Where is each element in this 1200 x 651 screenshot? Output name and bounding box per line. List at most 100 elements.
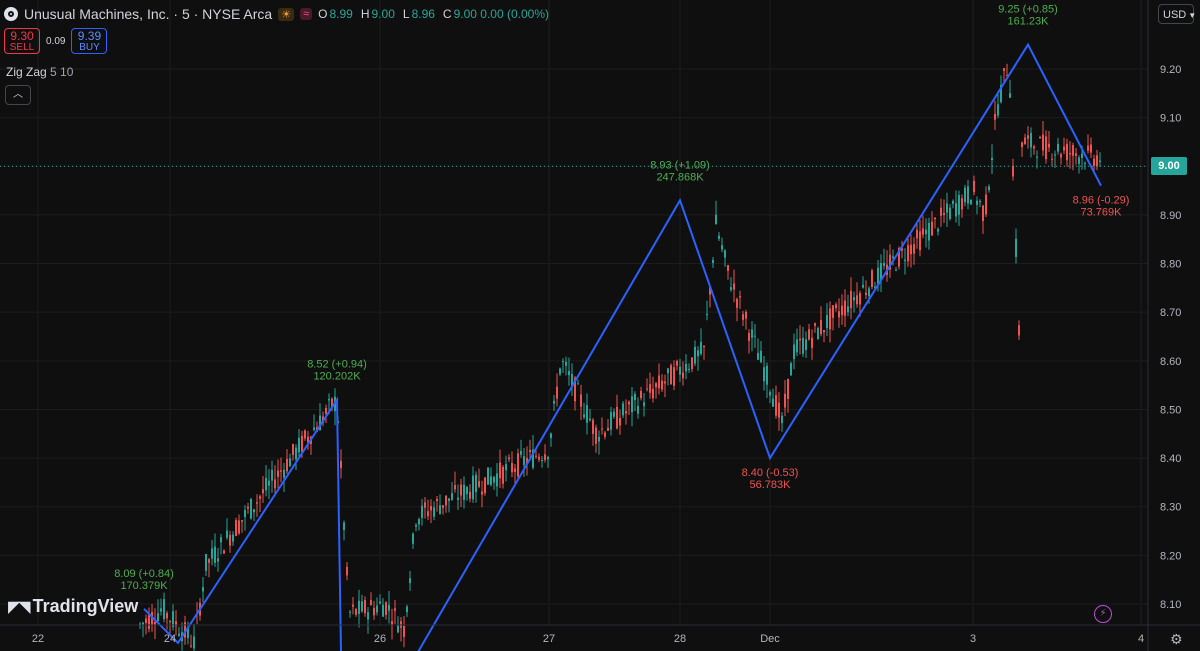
candle-body-240	[859, 293, 861, 305]
candle-body-173	[658, 375, 660, 389]
data-status-icon[interactable]: ≈	[300, 8, 313, 20]
candle-body-257	[910, 244, 912, 255]
candle-body-92	[415, 525, 417, 527]
candle-body-5	[154, 621, 156, 626]
currency-selector[interactable]: USD ▼	[1158, 4, 1197, 24]
candle-body-315	[1084, 163, 1086, 165]
candle-body-34	[241, 520, 243, 522]
candle-body-103	[448, 498, 450, 501]
candle-body-100	[439, 505, 441, 514]
candle-body-107	[460, 484, 462, 496]
candle-body-171	[652, 388, 654, 399]
chevron-down-icon: ▼	[1188, 11, 1197, 20]
candle-body-297	[1030, 132, 1032, 148]
candle-body-282	[985, 194, 987, 215]
candle-body-165	[634, 393, 636, 401]
symbol-title[interactable]: Unusual Machines, Inc. · 5 · NYSE Arca	[24, 6, 273, 22]
candle-body-307	[1060, 154, 1062, 158]
y-tick-label-3: 8.90	[1160, 210, 1181, 222]
candle-body-137	[550, 433, 552, 438]
candle-body-69	[346, 566, 348, 576]
candle-body-220	[799, 338, 801, 341]
candle-body-287	[1000, 85, 1002, 103]
candle-body-152	[595, 427, 597, 444]
y-tick-label-0: 9.20	[1160, 64, 1181, 76]
candle-body-318	[1093, 158, 1095, 166]
candle-body-186	[697, 350, 699, 357]
trade-panel: 9.30 SELL 0.09 9.39 BUY	[4, 28, 108, 54]
candle-body-200	[739, 296, 741, 298]
candle-body-91	[412, 533, 414, 544]
candle-body-320	[1099, 160, 1101, 162]
buy-button[interactable]: 9.39 BUY	[71, 28, 108, 54]
candle-body-204	[751, 329, 753, 338]
candle-body-11	[172, 611, 174, 627]
y-tick-label-7: 8.50	[1160, 404, 1181, 416]
candle-body-119	[496, 473, 498, 487]
candle-body-113	[478, 480, 480, 487]
candle-body-206	[757, 352, 759, 360]
candle-body-314	[1081, 153, 1083, 158]
candle-body-184	[691, 357, 693, 370]
candle-body-304	[1051, 158, 1053, 160]
candle-body-74	[361, 601, 363, 612]
candle-body-89	[406, 606, 408, 613]
candle-body-299	[1036, 156, 1038, 158]
indicator-legend[interactable]: Zig Zag 5 10	[6, 65, 73, 79]
candle-body-47	[280, 470, 282, 472]
candle-body-96	[427, 511, 429, 517]
candle-body-84	[391, 621, 393, 626]
candle-body-15	[184, 622, 186, 638]
spread-value: 0.09	[46, 35, 66, 47]
collapse-legend-button[interactable]: ︿	[5, 85, 31, 105]
candle-body-139	[556, 386, 558, 399]
candle-body-53	[298, 437, 300, 453]
candle-body-294	[1021, 142, 1023, 148]
candle-body-115	[484, 477, 486, 494]
candle-body-38	[253, 509, 255, 513]
candle-body-290	[1009, 93, 1011, 98]
x-tick-label-1: 24	[164, 633, 176, 645]
candle-body-159	[616, 406, 618, 429]
y-tick-label-4: 8.80	[1160, 259, 1181, 271]
candle-body-71	[352, 604, 354, 607]
candle-body-252	[895, 269, 897, 271]
candle-body-224	[811, 337, 813, 348]
candle-body-285	[994, 113, 996, 120]
lightning-icon[interactable]: ⚡	[1094, 605, 1112, 623]
candle-body-190	[709, 287, 711, 295]
ohlc-high-value: 9.00	[371, 7, 395, 21]
candle-body-182	[685, 363, 687, 372]
candle-body-248	[883, 262, 885, 266]
symbol-logo-icon[interactable]	[4, 7, 18, 21]
chevron-up-icon: ︿	[13, 89, 23, 100]
candle-body-151	[592, 420, 594, 434]
candle-body-280	[979, 200, 981, 203]
candle-body-37	[250, 499, 252, 519]
sell-button[interactable]: 9.30 SELL	[4, 28, 40, 54]
candle-body-12	[175, 621, 177, 627]
candle-body-237	[850, 290, 852, 309]
candle-body-126	[517, 453, 519, 477]
zigzag-label-0: 8.09 (+0.84)	[114, 568, 174, 580]
x-tick-label-7: 4	[1138, 633, 1144, 645]
candle-body-203	[748, 332, 750, 341]
candle-body-259	[916, 229, 918, 239]
candle-body-271	[952, 200, 954, 204]
tradingview-logo[interactable]: ◤◥ TradingView	[8, 596, 138, 617]
candle-body-187	[700, 341, 702, 354]
candle-body-2	[145, 618, 147, 623]
candle-body-7	[160, 608, 162, 612]
candle-body-131	[532, 449, 534, 468]
candle-body-39	[256, 502, 258, 504]
candle-body-36	[247, 506, 249, 509]
gear-icon[interactable]: ⚙	[1170, 631, 1183, 647]
candle-body-110	[469, 491, 471, 499]
candle-body-185	[694, 346, 696, 364]
candle-body-122	[505, 464, 507, 471]
zigzag-volume-5: 247.868K	[656, 171, 704, 183]
candle-body-305	[1054, 154, 1056, 156]
market-hours-icon[interactable]: ☀	[278, 7, 295, 21]
candle-body-44	[271, 469, 273, 481]
